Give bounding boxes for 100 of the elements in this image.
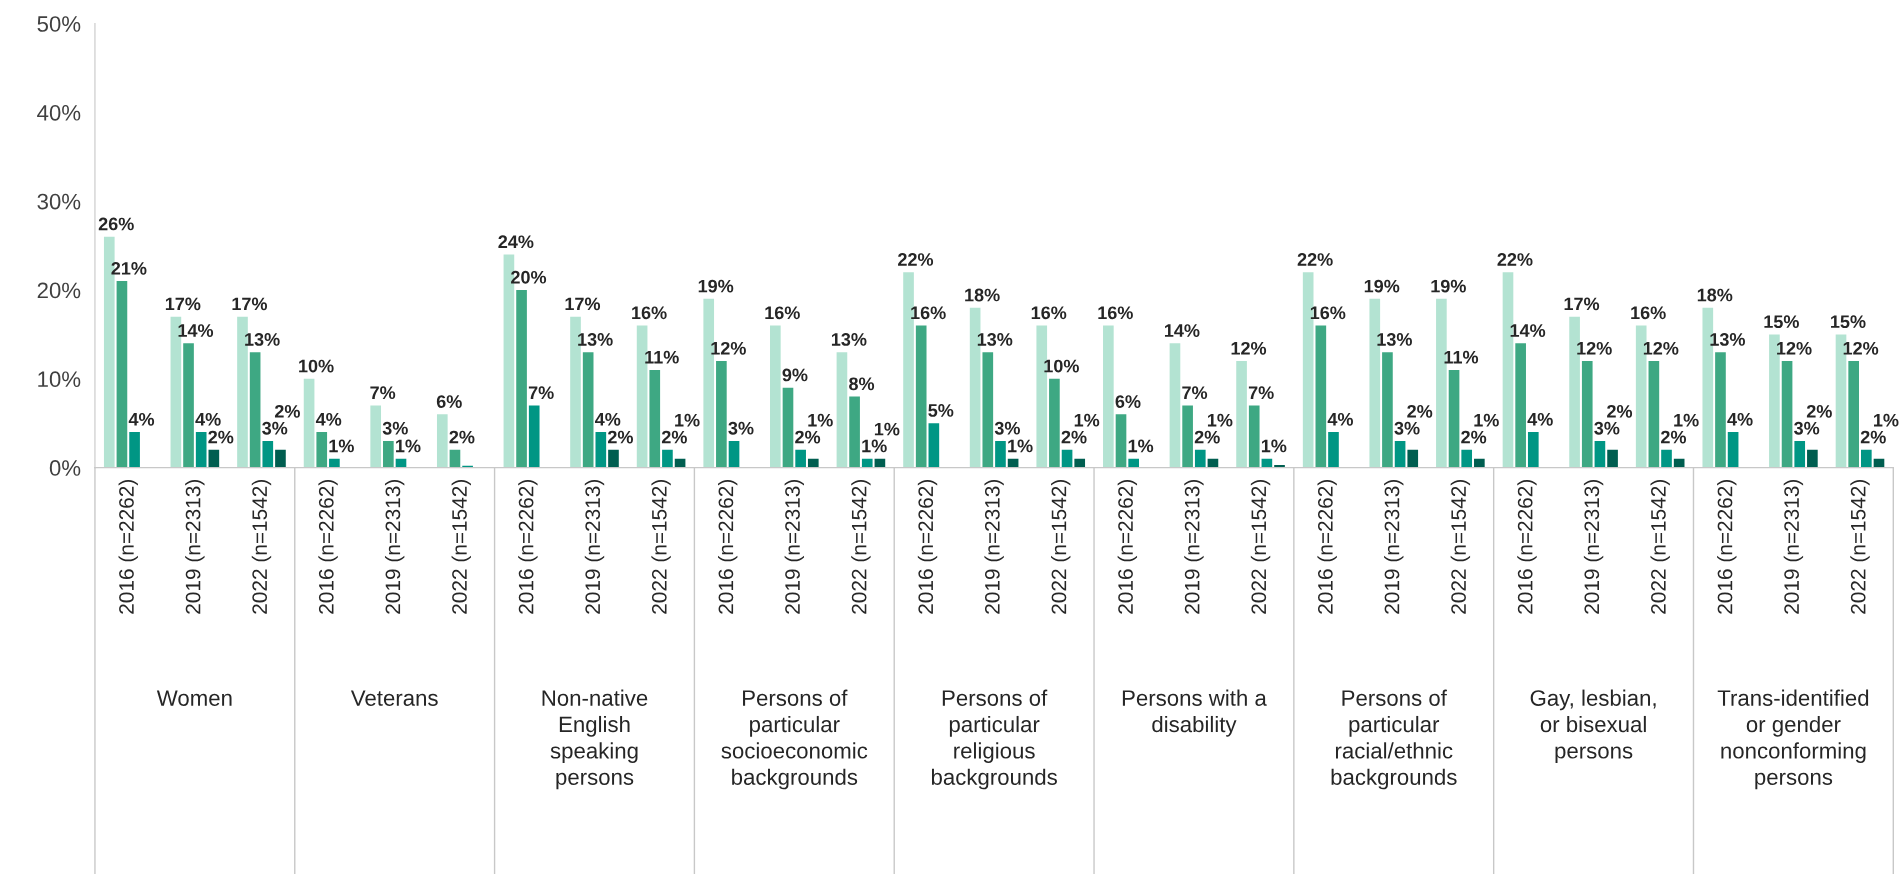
x-tick-label: 2016 (n=2262)	[318, 479, 338, 614]
data-label: 1%	[396, 439, 421, 453]
data-label: 13%	[1377, 333, 1412, 346]
data-label: 3%	[1394, 421, 1420, 435]
data-label: 12%	[711, 341, 746, 355]
text: Persons of particular religious backgrounds	[931, 689, 1057, 790]
y-tick-label: 20%	[37, 282, 81, 299]
text: Women	[156, 690, 232, 706]
data-label: 6%	[436, 395, 462, 408]
text: Gay, lesbian, or bisexual persons	[1530, 689, 1656, 763]
data-label: 4%	[1527, 412, 1553, 426]
data-label: 1%	[1074, 413, 1100, 427]
data-label: 18%	[965, 288, 1000, 302]
data-label: 4%	[315, 412, 342, 426]
x-tick-label: 2019 (n=2313)	[584, 479, 605, 614]
x-tick-label: 2016 (n=2262)	[118, 479, 138, 614]
data-label: 8%	[849, 377, 875, 391]
data-label: 1%	[1674, 413, 1699, 427]
x-tick-label: 2022 (n=1542)	[451, 479, 471, 614]
data-label: 12%	[1577, 341, 1612, 355]
data-label: 12%	[1777, 341, 1812, 355]
data-label: 2%	[661, 430, 687, 444]
data-label: 3%	[1594, 421, 1620, 435]
data-label: 20%	[511, 270, 547, 284]
data-label: 2%	[1461, 430, 1487, 444]
data-label: 1%	[1874, 413, 1899, 427]
data-label: 2%	[1607, 404, 1633, 418]
data-label: 15%	[1764, 315, 1799, 329]
data-label: 1%	[874, 422, 900, 436]
data-label: 13%	[831, 333, 867, 346]
x-tick-label: 2019 (n=2313)	[1184, 479, 1204, 614]
x-tick-label: 2016 (n=2262)	[1317, 479, 1337, 614]
x-tick-label: 2019 (n=2313)	[1384, 479, 1404, 614]
data-label: 7%	[528, 386, 554, 400]
x-tick-label: 2016 (n=2262)	[1517, 479, 1537, 614]
data-label: 1%	[862, 439, 887, 453]
y-tick-label: 10%	[38, 371, 81, 388]
x-tick-label: 2019 (n=2313)	[185, 479, 205, 614]
data-label: 17%	[165, 297, 201, 311]
data-label: 16%	[765, 306, 800, 320]
data-label: 1%	[329, 439, 354, 453]
data-label: 3%	[994, 421, 1020, 435]
data-label: 7%	[370, 386, 396, 400]
data-label: 19%	[1431, 279, 1466, 293]
x-tick-label: 2019 (n=2313)	[1583, 479, 1604, 614]
data-label: 16%	[1310, 306, 1346, 320]
x-tick-label: 2022 (n=1542)	[1450, 479, 1471, 614]
data-label: 3%	[262, 421, 288, 435]
data-label: 4%	[128, 412, 155, 426]
data-label: 1%	[1474, 413, 1499, 427]
x-tick-label: 2022 (n=1542)	[1850, 479, 1870, 614]
data-label: 14%	[1510, 324, 1546, 337]
data-label: 2%	[1661, 430, 1687, 444]
data-label: 2%	[1194, 430, 1220, 444]
data-label: 2%	[274, 404, 300, 418]
data-label: 1%	[1207, 413, 1233, 427]
text: Persons of particular racial/ethnic backgrounds	[1331, 689, 1457, 790]
text: Veterans	[350, 690, 438, 706]
data-label: 2%	[208, 430, 234, 444]
data-label: 12%	[1231, 341, 1267, 355]
x-tick-label: 2016 (n=2262)	[1717, 479, 1737, 614]
data-label: 3%	[1794, 421, 1820, 435]
data-label: 21%	[111, 261, 147, 275]
data-label: 13%	[1710, 333, 1745, 346]
data-label: 2%	[795, 430, 821, 444]
x-tick-label: 2022 (n=1542)	[1051, 479, 1071, 614]
data-label: 22%	[1297, 253, 1333, 266]
data-label: 14%	[178, 324, 214, 337]
data-label: 19%	[1364, 279, 1400, 293]
data-label: 4%	[195, 412, 221, 426]
data-label: 17%	[232, 297, 268, 311]
x-tick-label: 2016 (n=2262)	[1117, 479, 1138, 614]
x-tick-label: 2022 (n=1542)	[851, 479, 871, 614]
data-label: 2%	[1806, 404, 1832, 418]
y-tick-label: 30%	[37, 193, 81, 210]
data-label: 1%	[808, 413, 833, 427]
data-label: 13%	[977, 333, 1013, 346]
data-label: 3%	[382, 421, 408, 435]
data-label: 1%	[675, 413, 700, 427]
data-label: 2%	[608, 430, 633, 444]
data-label: 10%	[1044, 359, 1079, 373]
data-label: 16%	[1098, 306, 1133, 320]
data-label: 16%	[1631, 306, 1666, 320]
data-label: 7%	[1182, 386, 1208, 400]
x-tick-label: 2022 (n=1542)	[651, 479, 671, 614]
data-label: 13%	[578, 333, 613, 346]
data-label: 12%	[1843, 341, 1879, 355]
y-tick-label: 40%	[37, 104, 81, 121]
x-tick-label: 2019 (n=2313)	[984, 479, 1004, 614]
data-label: 17%	[565, 297, 601, 311]
data-label: 15%	[1831, 315, 1866, 329]
data-label: 22%	[898, 253, 934, 266]
data-label: 1%	[1008, 439, 1033, 453]
data-label: 2%	[1407, 404, 1433, 418]
data-label: 26%	[98, 217, 134, 231]
data-label: 12%	[1643, 341, 1679, 355]
data-label: 9%	[782, 368, 808, 382]
data-label: 14%	[1164, 324, 1200, 337]
x-tick-label: 2022 (n=1542)	[1250, 479, 1271, 614]
data-label: 11%	[645, 350, 679, 364]
